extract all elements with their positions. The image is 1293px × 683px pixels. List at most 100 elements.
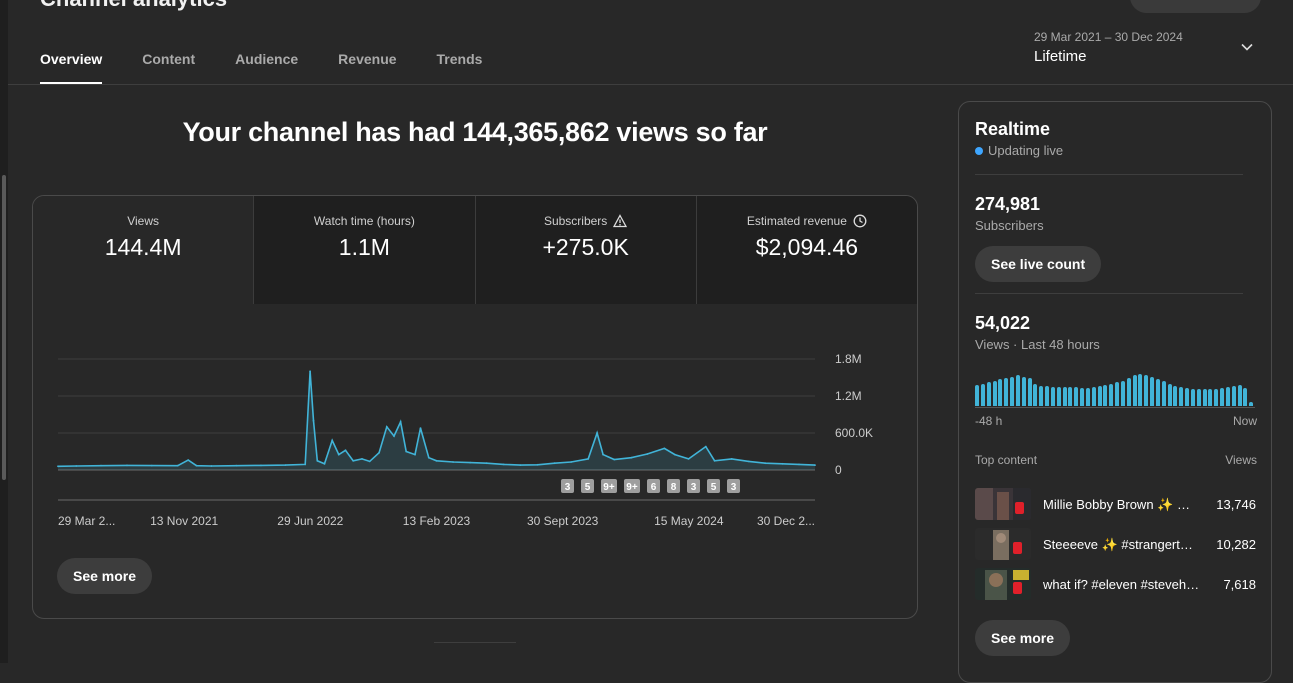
top-content-item[interactable]: what if? #eleven #steveh… 7,618 bbox=[975, 568, 1256, 600]
realtime-hour-bar[interactable] bbox=[1196, 388, 1201, 406]
realtime-hour-bar[interactable] bbox=[1085, 388, 1090, 406]
realtime-hour-bar[interactable] bbox=[1185, 388, 1189, 406]
left-scrollbar-thumb[interactable] bbox=[2, 175, 6, 480]
realtime-hour-bar[interactable] bbox=[1068, 386, 1073, 406]
realtime-hour-bar[interactable] bbox=[1115, 382, 1119, 406]
views-data-point bbox=[469, 461, 472, 464]
realtime-hour-bar[interactable] bbox=[1004, 377, 1009, 406]
tab-audience[interactable]: Audience bbox=[235, 51, 299, 67]
realtime-hour-bar[interactable] bbox=[1190, 388, 1195, 406]
realtime-hour-bar[interactable] bbox=[1010, 376, 1014, 406]
realtime-hour-bar[interactable] bbox=[1126, 377, 1131, 406]
annotation-marker-label: 9+ bbox=[603, 482, 615, 493]
top-content-item[interactable]: Millie Bobby Brown ✨ … 13,746 bbox=[975, 488, 1256, 520]
x-tick-label: 15 May 2024 bbox=[654, 514, 724, 528]
x-tick-label: 13 Feb 2023 bbox=[403, 514, 471, 528]
realtime-subscribers-label: Subscribers bbox=[975, 218, 1044, 233]
realtime-hour-bar[interactable] bbox=[1056, 386, 1061, 406]
realtime-hour-bar[interactable] bbox=[1155, 378, 1160, 406]
tabs-divider bbox=[8, 84, 1293, 85]
realtime-hour-bar[interactable] bbox=[975, 385, 979, 406]
annotation-marker-label: 3 bbox=[565, 482, 571, 493]
tab-overview[interactable]: Overview bbox=[40, 40, 103, 84]
metric-revenue[interactable]: Estimated revenue $2,094.46 bbox=[695, 196, 917, 304]
realtime-hour-bar[interactable] bbox=[1062, 386, 1067, 406]
realtime-hour-bar[interactable] bbox=[1202, 388, 1207, 406]
views-data-point bbox=[304, 463, 307, 466]
realtime-title: Realtime bbox=[975, 119, 1051, 139]
views-area bbox=[58, 371, 815, 470]
realtime-hour-bar[interactable] bbox=[1214, 388, 1219, 406]
views-data-point bbox=[337, 453, 340, 456]
realtime-hour-bar[interactable] bbox=[1225, 387, 1230, 406]
realtime-views-bar-chart bbox=[975, 370, 1255, 406]
realtime-hour-bar[interactable] bbox=[1039, 385, 1044, 406]
clock-icon[interactable] bbox=[853, 214, 867, 228]
realtime-hour-bar[interactable] bbox=[980, 383, 985, 406]
y-tick-label: 1.2M bbox=[835, 389, 862, 403]
tab-revenue[interactable]: Revenue bbox=[338, 51, 397, 67]
realtime-hour-bar[interactable] bbox=[1045, 386, 1049, 406]
realtime-hour-bar[interactable] bbox=[1208, 388, 1213, 406]
realtime-hour-bar[interactable] bbox=[1144, 375, 1149, 406]
realtime-hour-bar[interactable] bbox=[1074, 387, 1079, 406]
realtime-hour-bar[interactable] bbox=[1097, 386, 1102, 406]
y-tick-label: 600.0K bbox=[835, 426, 873, 440]
see-more-top-content-button[interactable]: See more bbox=[975, 620, 1071, 656]
divider bbox=[975, 293, 1243, 294]
realtime-hour-bar[interactable] bbox=[1120, 380, 1125, 406]
views-column-label: Views bbox=[1225, 453, 1257, 467]
realtime-hour-bar[interactable] bbox=[1179, 387, 1184, 406]
views-data-point bbox=[378, 451, 380, 454]
realtime-hour-bar[interactable] bbox=[1237, 385, 1242, 406]
metric-subscribers[interactable]: Subscribers +275.0K bbox=[474, 196, 696, 304]
see-more-button[interactable]: See more bbox=[57, 558, 153, 594]
realtime-hour-bar[interactable] bbox=[1138, 374, 1143, 406]
realtime-hour-bar[interactable] bbox=[986, 382, 991, 406]
views-headline: Your channel has had 144,365,862 views s… bbox=[182, 117, 768, 147]
views-data-point bbox=[587, 458, 590, 460]
metric-watch-time[interactable]: Watch time (hours) 1.1M bbox=[253, 196, 475, 304]
realtime-hour-bar[interactable] bbox=[1167, 383, 1172, 406]
realtime-hour-bar[interactable] bbox=[1021, 376, 1026, 406]
date-range-picker[interactable]: 29 Mar 2021 – 30 Dec 2024 Lifetime bbox=[1034, 30, 1264, 70]
annotation-marker-label: 3 bbox=[691, 482, 697, 493]
realtime-hour-bar[interactable] bbox=[1220, 388, 1224, 406]
metric-value: 144.4M bbox=[104, 234, 182, 260]
realtime-hour-bar[interactable] bbox=[1243, 388, 1248, 406]
realtime-hour-bar[interactable] bbox=[992, 380, 997, 406]
realtime-hour-bar[interactable] bbox=[1027, 377, 1032, 406]
annotation-marker bbox=[687, 479, 700, 493]
realtime-hour-bar[interactable] bbox=[1150, 376, 1154, 406]
y-tick-label: 1.8M bbox=[835, 352, 862, 366]
realtime-hour-bar[interactable] bbox=[1033, 383, 1038, 406]
top-content-views: 7,618 bbox=[1223, 577, 1256, 592]
bars-start-label: -48 h bbox=[975, 414, 1003, 428]
tab-content[interactable]: Content bbox=[142, 51, 196, 67]
realtime-hour-bar[interactable] bbox=[1231, 385, 1236, 406]
see-live-count-button[interactable]: See live count bbox=[975, 246, 1102, 282]
realtime-hour-bar[interactable] bbox=[998, 379, 1003, 406]
warning-icon[interactable] bbox=[613, 214, 628, 228]
realtime-hour-bar[interactable] bbox=[1249, 402, 1254, 406]
realtime-hour-bar[interactable] bbox=[1015, 375, 1020, 406]
metric-views[interactable]: Views 144.4M bbox=[33, 196, 254, 304]
realtime-hour-bar[interactable] bbox=[1109, 383, 1114, 406]
views-data-point bbox=[553, 462, 556, 465]
annotation-marker bbox=[707, 479, 720, 493]
realtime-hour-bar[interactable] bbox=[1050, 386, 1055, 406]
realtime-hour-bar[interactable] bbox=[1103, 385, 1108, 406]
realtime-hour-bar[interactable] bbox=[1173, 385, 1178, 406]
tab-trends[interactable]: Trends bbox=[436, 51, 483, 67]
views-data-point bbox=[781, 462, 784, 465]
realtime-hour-bar[interactable] bbox=[1161, 380, 1166, 406]
views-data-point bbox=[312, 419, 315, 422]
metric-tabs: Views 144.4M Watch time (hours) 1.1M Sub… bbox=[33, 196, 917, 304]
views-data-point bbox=[570, 461, 572, 463]
realtime-hour-bar[interactable] bbox=[1091, 387, 1096, 406]
realtime-hour-bar[interactable] bbox=[1080, 388, 1084, 406]
top-content-item[interactable]: Steeeeve ✨ #strangert… 10,282 bbox=[975, 528, 1256, 560]
chevron-down-icon bbox=[1241, 43, 1253, 51]
realtime-hour-bar[interactable] bbox=[1132, 375, 1137, 406]
top-right-button[interactable] bbox=[1130, 0, 1261, 13]
